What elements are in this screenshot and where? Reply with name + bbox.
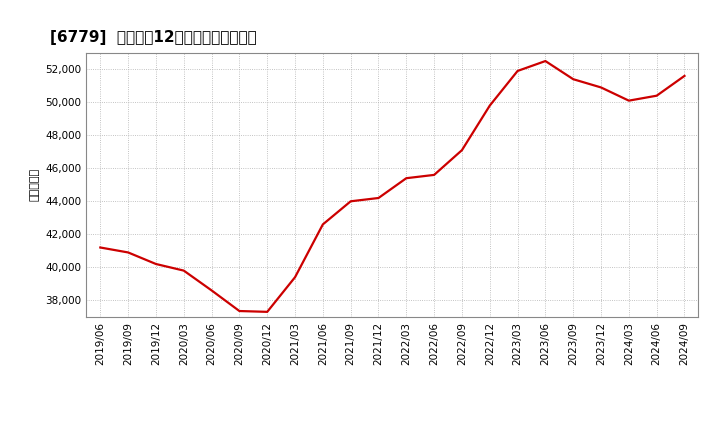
Text: [6779]  売上高の12か月移動合計の推移: [6779] 売上高の12か月移動合計の推移 [50,29,256,45]
Y-axis label: （百万円）: （百万円） [30,168,40,202]
